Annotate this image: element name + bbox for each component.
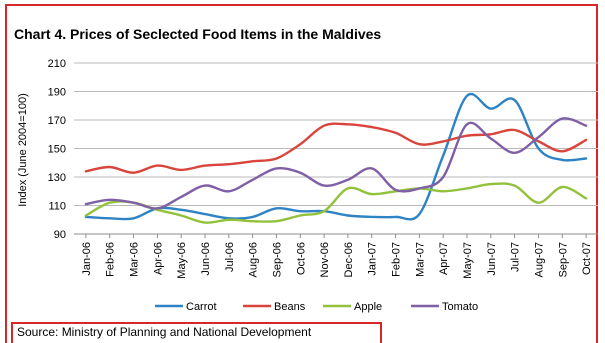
x-tick-label: Apr-07 (438, 242, 450, 275)
x-tick-label: Sep-07 (557, 242, 569, 277)
x-tick-label: Jul-07 (510, 242, 522, 272)
x-tick-label: Jan-06 (81, 242, 93, 276)
y-tick-label: 210 (48, 58, 66, 70)
x-tick-label: Apr-06 (152, 242, 164, 275)
x-tick-label: May-07 (462, 242, 474, 279)
x-tick-label: Jun-07 (486, 242, 498, 276)
y-axis-label: Index (June 2004=100) (17, 93, 29, 206)
chart-frame (5, 4, 598, 343)
x-tick-label: Feb-07 (391, 242, 403, 277)
x-tick-label: Mar-06 (129, 242, 141, 277)
y-tick-label: 90 (54, 229, 66, 241)
series-line-carrot (84, 92, 588, 221)
y-tick-label: 130 (48, 172, 66, 184)
series-line-tomato (84, 117, 588, 210)
source-note: Source: Ministry of Planning and Nationa… (17, 325, 312, 339)
legend-label-carrot: Carrot (186, 301, 217, 313)
series-line-beans (84, 122, 588, 174)
x-tick-label: Mar-07 (414, 242, 426, 277)
x-tick-label: Nov-06 (319, 242, 331, 277)
chart-title: Chart 4. Prices of Seclected Food Items … (14, 26, 382, 42)
source-box (11, 322, 382, 343)
x-tick-label: Jan-07 (367, 242, 379, 276)
series-line-apple (84, 182, 588, 224)
y-tick-label: 190 (48, 87, 66, 99)
x-tick-label: Feb-06 (105, 242, 117, 277)
legend-label-apple: Apple (354, 301, 382, 313)
x-tick-label: Sep-06 (271, 242, 283, 277)
y-tick-label: 170 (48, 115, 66, 127)
x-tick-label: Jun-06 (200, 242, 212, 276)
x-tick-label: Aug-07 (533, 242, 545, 277)
y-tick-label: 150 (48, 144, 66, 156)
y-tick-label: 110 (48, 201, 66, 213)
x-tick-label: May-06 (176, 242, 188, 279)
legend-label-tomato: Tomato (442, 301, 478, 313)
x-tick-label: Jul-06 (224, 242, 236, 272)
x-tick-label: Oct-07 (581, 242, 593, 275)
legend-label-beans: Beans (274, 301, 306, 313)
x-tick-label: Oct-06 (295, 242, 307, 275)
x-tick-label: Dec-06 (343, 242, 355, 277)
x-tick-label: Aug-06 (248, 242, 260, 277)
